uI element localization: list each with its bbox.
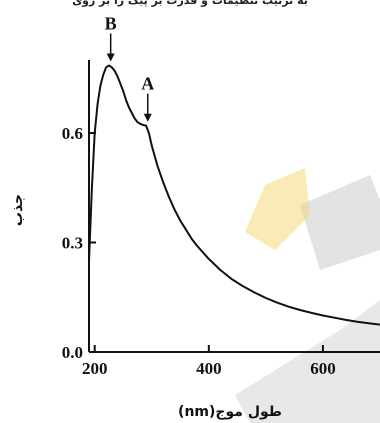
- peak-label: B: [105, 13, 117, 33]
- y-tick-label: 0.6: [62, 124, 83, 143]
- spectrum-line: [88, 64, 380, 326]
- peak-annotation-A: A: [141, 74, 154, 122]
- arrow-head-icon: [106, 53, 115, 62]
- axes: [88, 60, 380, 353]
- x-axis-title: (nm)طول موج: [178, 404, 282, 420]
- x-tick-label: 600: [310, 359, 336, 378]
- x-tick-label: 400: [196, 359, 222, 378]
- watermark: [235, 168, 380, 423]
- peak-annotation-B: B: [105, 13, 117, 62]
- annotations: BA: [105, 13, 154, 122]
- arrow-head-icon: [143, 113, 152, 122]
- x-tick-label: 200: [82, 359, 108, 378]
- y-tick-label: 0.0: [62, 343, 83, 362]
- peak-label: A: [141, 74, 154, 94]
- ticks: 200 400 600 0.0 0.3 0.6: [62, 124, 336, 378]
- y-axis-title: جذب: [10, 194, 26, 226]
- top-cropped-caption: به ترتیب تنظیمات و قدرت بر پیک را بر روی: [72, 0, 308, 7]
- series-layer: [88, 64, 380, 326]
- y-tick-label: 0.3: [62, 234, 83, 253]
